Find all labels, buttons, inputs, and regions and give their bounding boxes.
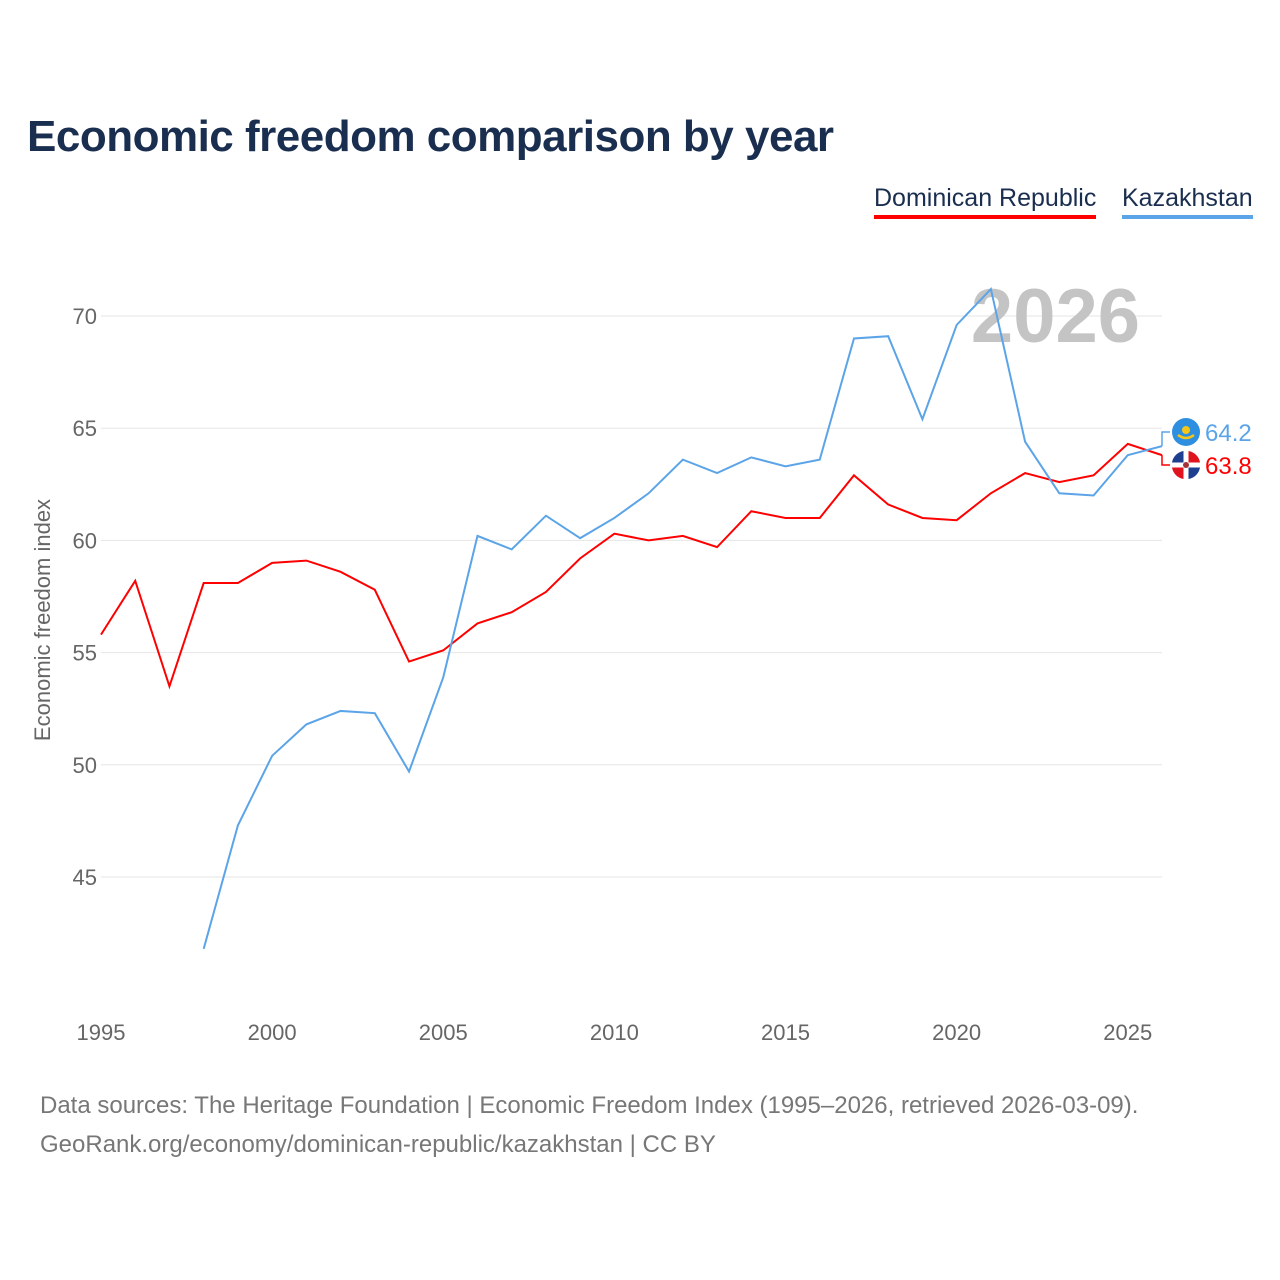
legend-dominican-republic[interactable]: Dominican Republic (874, 184, 1097, 219)
end-value-label: 63.8 (1205, 453, 1252, 480)
flag-quarter (1188, 451, 1200, 463)
y-tick-label: 70 (73, 304, 97, 329)
y-tick-label: 60 (73, 528, 97, 553)
y-axis-label: Economic freedom index (30, 499, 55, 741)
series-line-1 (202, 287, 1163, 950)
legend-kazakhstan[interactable]: Kazakhstan (1122, 184, 1253, 219)
end-value-label: 64.2 (1205, 420, 1252, 447)
x-tick-label: 2020 (932, 1020, 981, 1045)
footer-link[interactable]: GeoRank.org/economy/dominican-republic/k… (40, 1131, 716, 1158)
x-tick-label: 1995 (77, 1020, 126, 1045)
footer-sources: Data sources: The Heritage Foundation | … (40, 1092, 1139, 1119)
flag-sun (1182, 426, 1190, 434)
series-line-0 (100, 442, 1163, 690)
x-tick-label: 2010 (590, 1020, 639, 1045)
x-tick-label: 2005 (419, 1020, 468, 1045)
y-tick-label: 45 (73, 865, 97, 890)
x-tick-label: 2025 (1103, 1020, 1152, 1045)
footer: Data sources: The Heritage Foundation | … (40, 1086, 1138, 1164)
flag-quarter (1188, 467, 1200, 479)
flag-eagle (1177, 433, 1195, 440)
flag-emblem (1183, 462, 1189, 468)
flag-quarter (1172, 451, 1184, 463)
label-connector (1161, 455, 1170, 466)
y-tick-label: 55 (73, 641, 97, 666)
chart-title: Economic freedom comparison by year (27, 112, 834, 161)
flag-quarter (1172, 467, 1184, 479)
y-tick-label: 50 (73, 753, 97, 778)
label-connector (1161, 431, 1170, 447)
x-tick-label: 2015 (761, 1020, 810, 1045)
x-tick-label: 2000 (248, 1020, 297, 1045)
y-tick-label: 65 (73, 416, 97, 441)
year-watermark: 2026 (971, 274, 1140, 359)
